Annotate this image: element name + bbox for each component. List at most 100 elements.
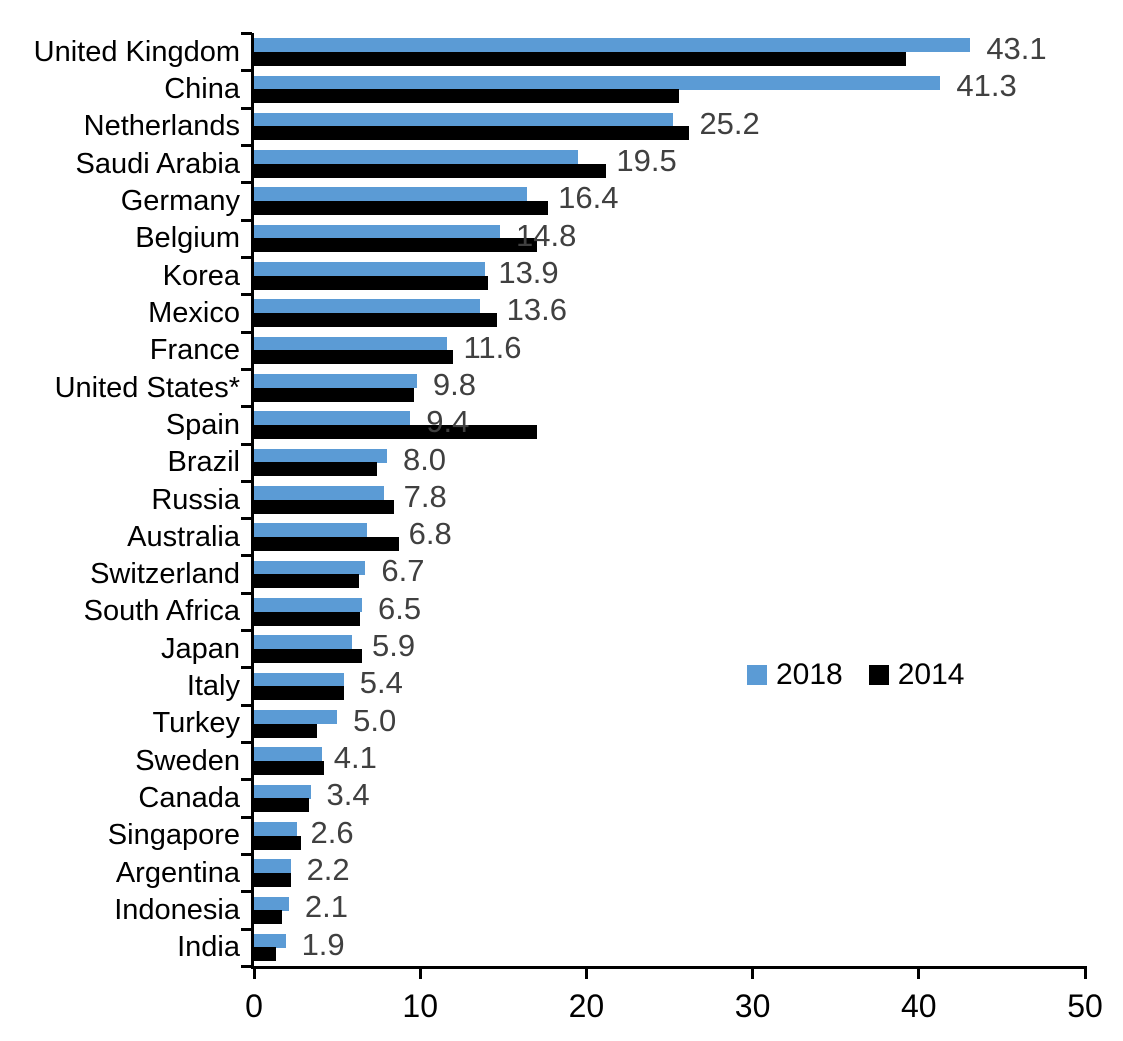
- category-label: Korea: [162, 259, 240, 292]
- y-axis-tick: [241, 293, 252, 297]
- value-label: 13.9: [498, 254, 559, 290]
- value-label: 5.0: [353, 702, 397, 738]
- category-label: Canada: [138, 782, 240, 815]
- bar-2014: [254, 462, 377, 477]
- bar-2018: [254, 486, 384, 501]
- y-axis-tick: [241, 405, 252, 409]
- bar-2014: [254, 350, 454, 365]
- y-axis-tick: [241, 815, 252, 819]
- bar-2014: [254, 947, 276, 962]
- legend-item-2018: 2018: [747, 658, 843, 692]
- legend-label-2018: 2018: [776, 658, 843, 691]
- y-axis-tick: [241, 629, 252, 633]
- category-label: Sweden: [135, 744, 240, 777]
- bar-2018: [254, 784, 311, 799]
- y-axis-tick: [241, 517, 252, 521]
- category-label: Belgium: [135, 222, 240, 255]
- bar-2014: [254, 201, 549, 216]
- category-label: United States*: [54, 371, 240, 404]
- y-axis-tick: [241, 890, 252, 894]
- y-axis-tick: [241, 181, 252, 185]
- x-axis-tick-label: 40: [901, 988, 937, 1024]
- legend: 2018 2014: [747, 658, 965, 692]
- value-label: 16.4: [558, 180, 619, 216]
- y-axis-tick: [241, 741, 252, 745]
- y-axis-tick: [241, 479, 252, 483]
- bar-2018: [254, 336, 447, 351]
- y-axis-tick: [241, 666, 252, 670]
- bar-2014: [254, 835, 301, 850]
- x-axis-tick: [252, 966, 256, 979]
- x-axis-tick-label: 30: [734, 988, 771, 1024]
- bar-2018: [254, 598, 363, 612]
- y-axis-tick: [241, 591, 252, 595]
- category-label: Switzerland: [90, 558, 240, 591]
- value-label: 8.0: [402, 441, 447, 477]
- bar-2014: [254, 574, 359, 589]
- y-axis-tick: [241, 69, 252, 73]
- legend-swatch-2014-icon: [868, 665, 889, 685]
- category-label: United Kingdom: [33, 35, 240, 68]
- value-label: 6.5: [378, 590, 422, 626]
- y-axis-tick: [241, 32, 252, 35]
- bar-2018: [254, 224, 500, 239]
- value-label: 5.4: [359, 665, 403, 701]
- legend-item-2014: 2014: [868, 658, 965, 692]
- bar-2018: [254, 709, 338, 724]
- category-label: Japan: [160, 632, 240, 665]
- category-label: India: [177, 931, 240, 964]
- value-label: 6.7: [381, 553, 425, 589]
- bar-2014: [254, 760, 324, 775]
- category-label: Argentina: [115, 856, 240, 889]
- value-label: 1.9: [301, 926, 345, 962]
- y-axis-tick: [241, 143, 252, 147]
- bar-2014: [254, 723, 318, 738]
- category-label: China: [164, 72, 240, 105]
- bar-2014: [254, 648, 363, 663]
- bar-2014: [254, 536, 399, 551]
- bar-2018: [254, 560, 366, 575]
- bar-2018: [254, 187, 527, 202]
- bar-2014: [254, 51, 906, 66]
- category-label: Turkey: [152, 707, 240, 740]
- bar-2014: [254, 275, 489, 290]
- value-label: 43.1: [986, 31, 1047, 66]
- value-label: 4.1: [333, 740, 377, 776]
- legend-swatch-2018-icon: [747, 665, 767, 685]
- y-axis-tick: [241, 218, 252, 222]
- x-axis-tick: [1083, 966, 1087, 979]
- y-axis-tick: [241, 965, 252, 968]
- x-axis-tick-label: 50: [1067, 988, 1103, 1024]
- value-label: 11.6: [463, 329, 522, 365]
- category-label: France: [149, 334, 240, 367]
- value-label: 25.2: [699, 105, 760, 141]
- bar-2014: [254, 686, 344, 701]
- bar-2014: [254, 163, 607, 178]
- value-label: 41.3: [956, 68, 1017, 104]
- bar-2018: [254, 448, 387, 463]
- value-label: 2.1: [304, 889, 348, 925]
- y-axis-tick: [241, 778, 252, 782]
- y-axis-line: [251, 33, 254, 969]
- value-label: 2.2: [306, 852, 350, 888]
- bar-2018: [254, 374, 417, 389]
- value-label: 19.5: [616, 142, 677, 178]
- category-label: Saudi Arabia: [75, 147, 240, 180]
- value-label: 7.8: [403, 478, 447, 514]
- bar-2018: [254, 411, 411, 426]
- bar-2014: [254, 611, 361, 626]
- value-label: 9.4: [426, 404, 470, 440]
- category-label: Spain: [165, 408, 240, 441]
- y-axis-tick: [241, 703, 252, 707]
- value-label: 3.4: [326, 777, 370, 813]
- bar-2014: [254, 499, 394, 514]
- y-axis-tick: [241, 927, 252, 931]
- category-label: South Africa: [83, 595, 240, 628]
- value-label: 9.8: [432, 366, 476, 402]
- bar-2018: [254, 933, 286, 948]
- bar-2014: [254, 387, 414, 402]
- x-axis-line: [251, 966, 1085, 969]
- bar-2018: [254, 150, 579, 165]
- category-label: Italy: [186, 670, 240, 703]
